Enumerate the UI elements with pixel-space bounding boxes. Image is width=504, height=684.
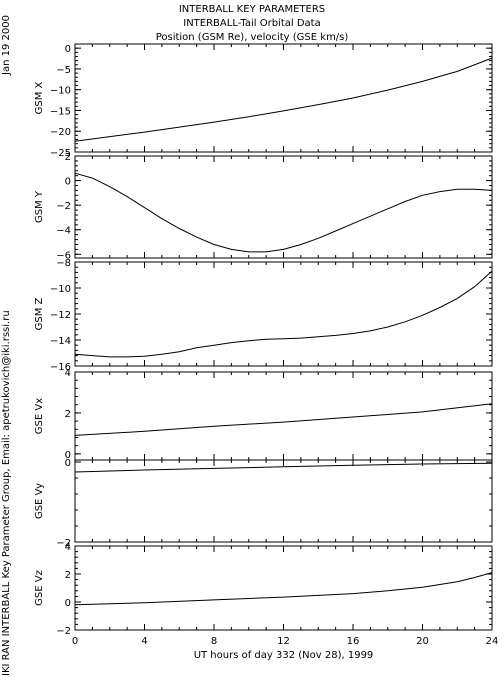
y-tick-label: −5 [56, 65, 71, 76]
y-tick-label: −20 [50, 127, 71, 138]
x-tick-label: 4 [141, 636, 147, 647]
x-tick-label: 12 [277, 636, 290, 647]
y-tick-label: −12 [50, 310, 71, 321]
y-axis-label: GSE Vx [34, 398, 45, 434]
y-tick-label: −4 [56, 226, 71, 237]
y-tick-label: −10 [50, 86, 71, 97]
panel-frame [74, 261, 493, 367]
x-tick-label: 20 [416, 636, 429, 647]
y-tick-label: 4 [65, 368, 71, 379]
y-tick-label: 0 [65, 598, 71, 609]
title-line-1: INTERBALL KEY PARAMETERS [178, 4, 326, 15]
y-tick-label: 2 [65, 409, 71, 420]
y-tick-label: 2 [65, 570, 71, 581]
y-tick-label: −8 [56, 258, 71, 269]
x-tick-label: 16 [347, 636, 360, 647]
y-tick-label: −25 [50, 148, 71, 159]
y-tick-label: 0 [65, 458, 71, 469]
series-line [74, 572, 493, 606]
y-tick-label: −16 [50, 362, 71, 373]
y-tick-label: 2 [65, 152, 71, 163]
y-axis-label: GSM X [34, 81, 45, 114]
title-line-2: INTERBALL-Tail Orbital Data [183, 18, 321, 29]
series-line [74, 270, 493, 358]
y-axis-label: GSE Vz [34, 570, 45, 606]
series-line [74, 403, 493, 436]
series-line [74, 462, 493, 473]
y-axis-label: GSE Vy [34, 483, 45, 519]
x-tick-label: 0 [72, 636, 78, 647]
y-tick-label: 0 [65, 44, 71, 55]
y-axis-label: GSM Y [34, 190, 45, 223]
y-tick-label: −14 [50, 336, 71, 347]
y-tick-label: −2 [56, 201, 71, 212]
y-tick-label: 0 [65, 450, 71, 461]
y-tick-label: −6 [56, 250, 71, 261]
panel-frame [74, 155, 493, 259]
panel-frame [74, 459, 493, 543]
panel-frame [74, 371, 493, 461]
y-tick-label: −10 [50, 284, 71, 295]
y-tick-label: 0 [65, 177, 71, 188]
panel-frame [74, 43, 493, 153]
y-axis-label: GSM Z [34, 297, 45, 330]
x-tick-label: 8 [211, 636, 217, 647]
x-tick-label: 24 [486, 636, 499, 647]
x-axis-label: UT hours of day 332 (Nov 28), 1999 [194, 650, 374, 661]
y-tick-label: −2 [56, 626, 71, 637]
y-tick-label: −2 [56, 538, 71, 549]
y-tick-label: 4 [65, 542, 71, 553]
title-line-3: Position (GSM Re), velocity (GSE km/s) [155, 32, 349, 43]
y-tick-label: −15 [50, 106, 71, 117]
panel-frame [74, 545, 493, 631]
series-line [74, 57, 493, 142]
series-line [74, 172, 493, 253]
